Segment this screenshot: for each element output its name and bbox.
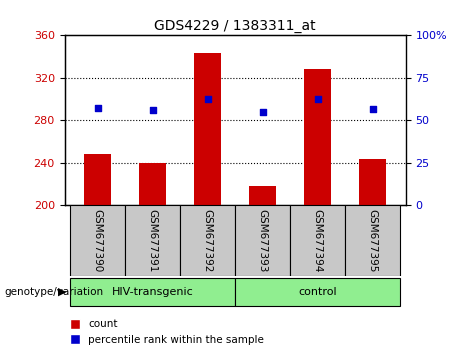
Text: GSM677393: GSM677393 xyxy=(258,209,268,273)
Text: HIV-transgenic: HIV-transgenic xyxy=(112,287,194,297)
Title: GDS4229 / 1383311_at: GDS4229 / 1383311_at xyxy=(154,19,316,33)
Bar xyxy=(249,186,277,205)
Text: GSM677391: GSM677391 xyxy=(148,209,158,273)
Text: GSM677395: GSM677395 xyxy=(368,209,378,273)
Bar xyxy=(194,53,221,205)
FancyBboxPatch shape xyxy=(345,205,400,276)
FancyBboxPatch shape xyxy=(125,205,180,276)
Text: genotype/variation: genotype/variation xyxy=(5,287,104,297)
Text: control: control xyxy=(298,287,337,297)
Point xyxy=(259,109,266,115)
FancyBboxPatch shape xyxy=(290,205,345,276)
FancyBboxPatch shape xyxy=(70,205,125,276)
Point xyxy=(94,105,101,110)
Point xyxy=(149,107,156,113)
FancyBboxPatch shape xyxy=(70,278,235,307)
Point xyxy=(314,96,321,102)
FancyBboxPatch shape xyxy=(235,278,400,307)
Text: GSM677390: GSM677390 xyxy=(93,209,102,272)
Point xyxy=(369,106,376,112)
Text: GSM677394: GSM677394 xyxy=(313,209,323,273)
FancyBboxPatch shape xyxy=(235,205,290,276)
Text: GSM677392: GSM677392 xyxy=(202,209,213,273)
Bar xyxy=(139,163,166,205)
Text: ▶: ▶ xyxy=(58,287,66,297)
Bar xyxy=(84,154,111,205)
Bar xyxy=(304,69,331,205)
Bar xyxy=(359,159,386,205)
Point xyxy=(204,96,211,102)
Legend: count, percentile rank within the sample: count, percentile rank within the sample xyxy=(65,315,268,349)
FancyBboxPatch shape xyxy=(180,205,235,276)
